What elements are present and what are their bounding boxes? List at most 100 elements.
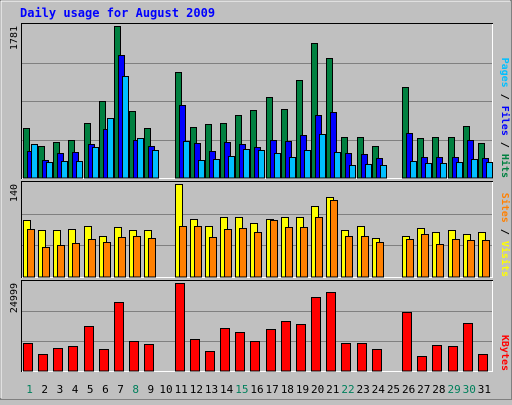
bar-kbytes-day-24	[372, 349, 382, 372]
legend-separator: /	[499, 136, 510, 154]
x-tick-label: 25	[387, 383, 400, 396]
bar-pages-day-17	[274, 153, 281, 179]
bar-pages-day-24	[380, 165, 387, 179]
bar-kbytes-day-19	[296, 324, 306, 372]
bar-pages-day-4	[76, 161, 83, 179]
bar-hits-day-26	[402, 87, 409, 179]
x-tick-label: 17	[266, 383, 279, 396]
bar-pages-day-16	[258, 150, 265, 179]
bar-pages-day-14	[228, 156, 235, 179]
y-max-label: 140	[9, 184, 20, 202]
x-tick-label: 18	[281, 383, 294, 396]
legend-separator: /	[499, 223, 510, 241]
bar-kbytes-day-31	[478, 354, 488, 372]
y-max-label: 1781	[9, 26, 20, 50]
chart-title: Daily usage for August 2009	[20, 6, 215, 20]
bar-sites-day-17	[270, 220, 278, 278]
y-max-label: 24999	[9, 283, 20, 313]
bar-sites-day-20	[315, 217, 323, 278]
bar-pages-day-5	[92, 147, 99, 179]
bar-kbytes-day-14	[220, 328, 230, 372]
bar-kbytes-day-3	[53, 348, 63, 372]
bar-sites-day-11	[179, 226, 187, 278]
bar-kbytes-day-13	[205, 351, 215, 372]
x-tick-label: 23	[357, 383, 370, 396]
x-tick-label: 26	[402, 383, 415, 396]
bar-sites-day-15	[239, 228, 247, 278]
x-tick-label: 27	[417, 383, 430, 396]
legend-separator: /	[499, 88, 510, 106]
x-tick-label: 15	[235, 383, 248, 396]
bar-sites-day-31	[482, 240, 490, 278]
bar-kbytes-day-8	[129, 341, 139, 372]
bar-hits-day-20	[311, 43, 318, 179]
x-tick-label: 24	[372, 383, 386, 396]
x-tick-label: 14	[220, 383, 234, 396]
bar-kbytes-day-29	[448, 346, 458, 372]
bar-kbytes-day-21	[326, 292, 336, 372]
bar-pages-day-22	[349, 165, 356, 179]
bar-sites-day-9	[148, 238, 156, 278]
panel-1: 140 Sites / Visits	[9, 181, 511, 278]
bar-sites-day-14	[224, 229, 232, 278]
y-axis-legend-label: Pages / Files / Hits	[499, 58, 511, 178]
bar-sites-day-6	[103, 242, 111, 278]
bar-kbytes-day-28	[432, 345, 442, 372]
bar-sites-day-30	[467, 240, 475, 278]
bar-sites-day-4	[72, 243, 80, 278]
y-axis-legend-label: Sites / Visits	[499, 193, 511, 277]
bar-sites-day-18	[285, 227, 293, 278]
bar-sites-day-12	[194, 226, 202, 278]
bar-pages-day-1	[31, 144, 38, 179]
bar-kbytes-day-16	[250, 341, 260, 372]
bar-pages-day-26	[410, 161, 417, 179]
legend-sites: Sites	[499, 193, 511, 223]
x-tick-label: 6	[102, 383, 109, 396]
bar-pages-day-21	[334, 152, 341, 179]
bar-files-day-21	[330, 112, 337, 179]
panel-2: 24999 KBytes	[9, 280, 510, 372]
bar-sites-day-7	[118, 237, 126, 278]
x-tick-label: 10	[159, 383, 172, 396]
bar-kbytes-day-26	[402, 312, 412, 372]
bar-pages-day-2	[46, 162, 53, 179]
x-tick-label: 11	[175, 383, 188, 396]
bar-kbytes-day-11	[175, 283, 185, 372]
bar-kbytes-day-12	[190, 339, 200, 372]
bar-pages-day-23	[365, 164, 372, 179]
bar-kbytes-day-2	[38, 354, 48, 372]
bar-pages-day-30	[471, 159, 478, 179]
panel-0: 1781 Pages / Files / Hits	[9, 23, 511, 179]
bar-pages-day-12	[198, 160, 205, 179]
bar-pages-day-27	[425, 163, 432, 179]
bar-sites-day-8	[133, 236, 141, 278]
bar-pages-day-18	[289, 157, 296, 179]
x-tick-label: 29	[447, 383, 460, 396]
x-tick-label: 20	[311, 383, 324, 396]
bar-pages-day-13	[213, 159, 220, 179]
bar-kbytes-day-5	[84, 326, 94, 372]
bar-hits-day-16	[250, 110, 257, 179]
bar-kbytes-day-22	[341, 343, 351, 372]
x-tick-label: 7	[117, 383, 124, 396]
y-axis-legend-label: KBytes	[499, 335, 510, 371]
x-tick-label: 1	[26, 383, 33, 396]
bar-pages-day-31	[486, 162, 493, 179]
x-tick-label: 12	[190, 383, 203, 396]
bar-kbytes-day-27	[417, 356, 427, 372]
x-tick-label: 8	[132, 383, 139, 396]
bar-pages-day-28	[440, 163, 447, 179]
x-tick-label: 19	[296, 383, 309, 396]
bar-kbytes-day-30	[463, 323, 473, 372]
bar-sites-day-2	[42, 247, 50, 278]
bar-sites-day-16	[254, 232, 262, 278]
x-tick-label: 22	[341, 383, 354, 396]
bar-pages-day-7	[122, 76, 129, 179]
bar-pages-day-15	[243, 149, 250, 179]
bar-kbytes-day-18	[281, 321, 291, 372]
bar-kbytes-day-6	[99, 349, 109, 372]
x-tick-label: 16	[250, 383, 263, 396]
bar-pages-day-8	[137, 138, 144, 179]
